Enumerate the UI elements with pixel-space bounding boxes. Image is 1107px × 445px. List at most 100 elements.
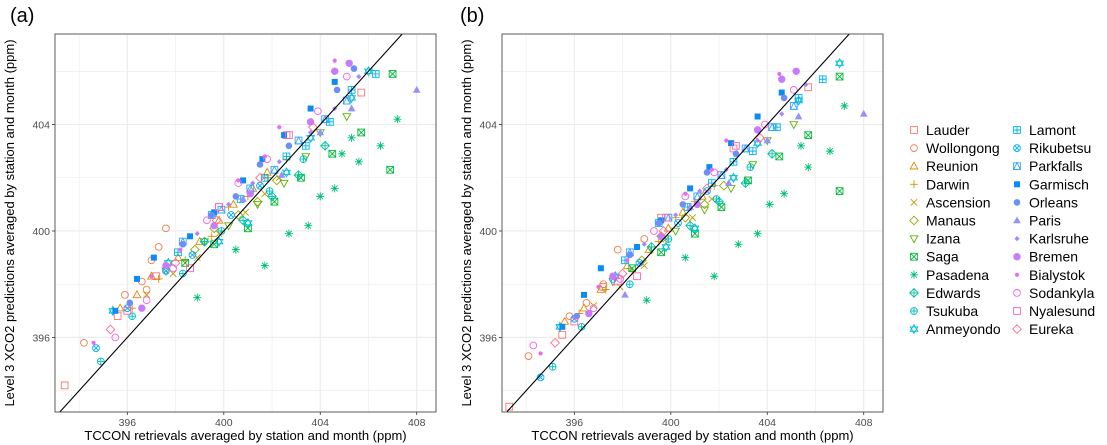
panel-label: (a) [10, 5, 34, 27]
legend-label: Tsukuba [926, 303, 978, 319]
data-point [734, 240, 743, 249]
data-point [617, 268, 628, 279]
data-point [256, 161, 264, 168]
data-point [835, 187, 844, 195]
series-manaus [189, 175, 282, 255]
data-point [780, 94, 788, 102]
y-tick-label: 400 [32, 226, 50, 238]
data-point [599, 280, 608, 289]
legend-key [909, 323, 919, 335]
data-point [371, 70, 380, 78]
data-point [728, 172, 739, 184]
data-point [633, 272, 641, 281]
data-point [301, 141, 310, 150]
data-point [550, 337, 560, 348]
legend-key [910, 270, 918, 279]
data-point [210, 221, 218, 230]
panel-border [501, 33, 884, 413]
series-bialystok [91, 58, 337, 345]
legend-key [909, 287, 919, 298]
data-point [596, 284, 606, 293]
legend-item-eureka: Eureka [1012, 321, 1074, 337]
legend-item-paris: Paris [1013, 213, 1061, 229]
data-point [840, 101, 849, 110]
data-point [693, 200, 702, 209]
x-tick-label: 400 [662, 417, 680, 429]
data-point [835, 57, 845, 69]
data-point [255, 172, 265, 183]
data-point [753, 126, 762, 134]
legend-item-wollongong: Wollongong [910, 140, 1000, 156]
data-point [241, 208, 250, 216]
data-point [779, 111, 785, 117]
data-point [673, 212, 679, 218]
data-point [662, 213, 670, 222]
data-point [754, 113, 761, 120]
legend-label: Manaus [926, 213, 976, 229]
grid-lines [502, 34, 883, 412]
data-point [250, 180, 256, 186]
data-point [246, 190, 255, 198]
legend-key [1013, 126, 1021, 134]
legend-label: Reunion [926, 158, 978, 174]
series-parkfalls [625, 101, 798, 257]
data-point [260, 261, 269, 270]
data-point [590, 302, 598, 310]
data-point [356, 73, 362, 80]
data-point [320, 140, 331, 151]
legend-label: Parkfalls [1029, 158, 1083, 174]
data-point [203, 216, 211, 225]
legend-key [909, 235, 919, 244]
data-point [186, 264, 194, 273]
data-point [299, 155, 308, 163]
data-point [133, 275, 140, 282]
legend-label: Darwin [926, 176, 970, 192]
legend-key [910, 144, 918, 152]
legend-item-lamont: Lamont [1013, 122, 1076, 138]
series-wollongong [524, 235, 649, 360]
y-tick-label: 404 [32, 119, 50, 131]
identity-line [59, 34, 403, 412]
series-pasadena [642, 101, 849, 305]
data-point [243, 217, 253, 229]
data-point [342, 72, 351, 81]
x-tick-label: 396 [119, 417, 137, 429]
series-bialystok [538, 71, 782, 356]
data-point [789, 121, 799, 130]
data-point [174, 248, 182, 257]
data-point [710, 168, 719, 177]
data-point [313, 107, 322, 116]
data-point [613, 245, 622, 254]
data-point [740, 178, 751, 189]
series-rikubetsu [92, 181, 264, 352]
series-nyalesund [570, 141, 740, 326]
data-point [825, 147, 834, 156]
data-point [187, 233, 194, 240]
data-point [232, 193, 240, 200]
legend-key [1013, 199, 1021, 206]
data-point [308, 129, 314, 136]
data-point [699, 206, 710, 215]
data-point [789, 101, 798, 110]
data-point [728, 140, 735, 147]
x-tick-label: 400 [215, 417, 233, 429]
data-point [777, 71, 782, 77]
data-point [316, 128, 325, 136]
data-point [699, 199, 710, 210]
data-point [154, 243, 163, 251]
data-point [199, 236, 210, 247]
data-point [214, 236, 224, 247]
data-point [277, 171, 286, 178]
data-point [642, 296, 651, 305]
data-point [804, 83, 813, 92]
legend-key [1012, 324, 1022, 335]
data-point [121, 291, 129, 299]
data-point [207, 232, 216, 241]
data-point [388, 70, 397, 78]
legend-label: Ascension [926, 194, 991, 210]
legend-item-pasadena: Pasadena [910, 267, 989, 283]
data-point [331, 67, 339, 75]
data-point [208, 211, 216, 219]
data-point [393, 115, 402, 124]
legend-item-darwin: Darwin [910, 176, 970, 192]
